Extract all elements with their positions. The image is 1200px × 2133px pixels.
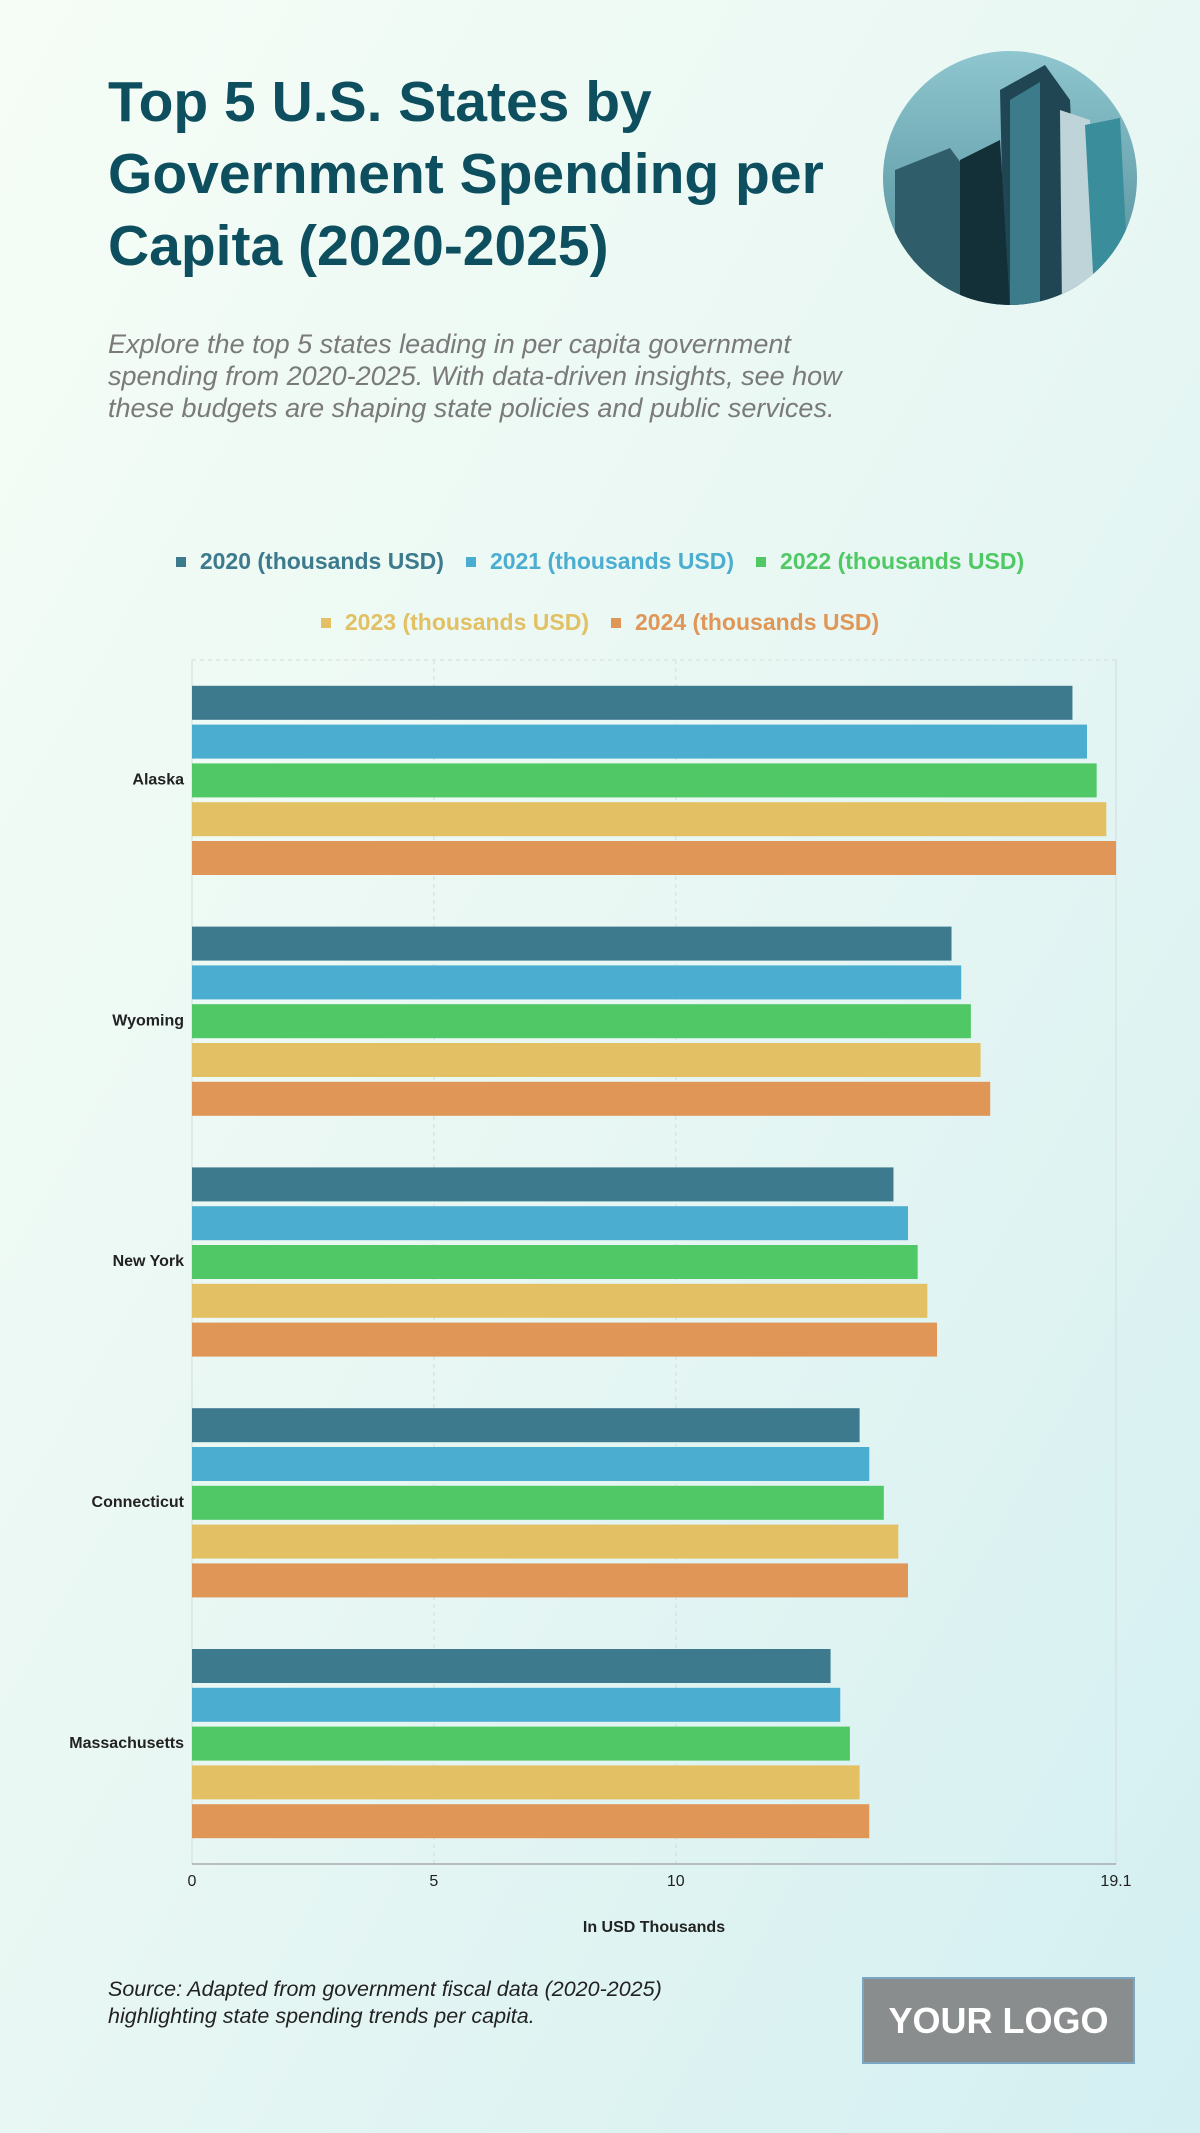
legend-swatch [465,556,476,567]
legend: 2020 (thousands USD) 2021 (thousands USD)… [140,548,1060,636]
legend-item: 2021 (thousands USD) [465,548,735,575]
legend-swatch [756,556,767,567]
x-tick-label: 10 [667,1873,685,1890]
bar [192,1408,860,1443]
subtitle: Explore the top 5 states leading in per … [108,329,842,423]
legend-label: 2020 (thousands USD) [199,548,444,574]
bar [192,1447,870,1481]
legend-swatch [175,556,186,567]
bar [192,1245,918,1279]
x-tick-label: 0 [188,1873,197,1890]
bar [192,1649,831,1683]
bar [192,965,962,1000]
bar [192,1167,894,1202]
bar [192,1804,870,1839]
bar [192,1283,928,1318]
bar [192,1726,850,1761]
x-axis-label: In USD Thousands [583,1919,725,1936]
legend-swatch [320,617,331,628]
bar [192,802,1107,837]
legend-label: 2023 (thousands USD) [344,609,589,635]
bar [192,724,1087,759]
bar [192,1563,908,1598]
bar [192,1081,991,1116]
legend-label: 2021 (thousands USD) [489,548,735,574]
bar [192,926,952,961]
bar [192,1687,841,1722]
title: Top 5 U.S. States by Government Spending… [108,70,824,278]
bar [192,1004,971,1039]
legend-item: 2023 (thousands USD) [320,609,589,636]
bar [192,1322,938,1357]
bar [192,763,1097,798]
bar [192,1206,908,1241]
logo: YOUR LOGO [862,1977,1135,2064]
bar [192,1485,884,1520]
header-image [883,51,1137,305]
x-tick-label: 5 [429,1873,438,1890]
legend-swatch [611,617,621,628]
source-note: Source: Adapted from government fiscal d… [108,1977,662,2028]
legend-item: 2024 (thousands USD) [611,609,879,636]
y-tick-label: New York [113,1253,185,1270]
bar [192,1524,899,1559]
y-tick-label: Massachusetts [69,1735,184,1752]
legend-label: 2024 (thousands USD) [635,609,880,635]
x-tick-label: 19.1 [1100,1873,1131,1890]
bar [192,685,1073,720]
y-tick-label: Wyoming [112,1012,184,1029]
bar [192,1043,981,1077]
bar [192,1765,860,1800]
bar [192,841,1116,875]
legend-label: 2022 (thousands USD) [780,548,1025,574]
y-tick-label: Alaska [132,772,184,789]
y-tick-label: Connecticut [92,1494,185,1511]
legend-item: 2020 (thousands USD) [175,548,444,575]
legend-item: 2022 (thousands USD) [756,548,1024,575]
